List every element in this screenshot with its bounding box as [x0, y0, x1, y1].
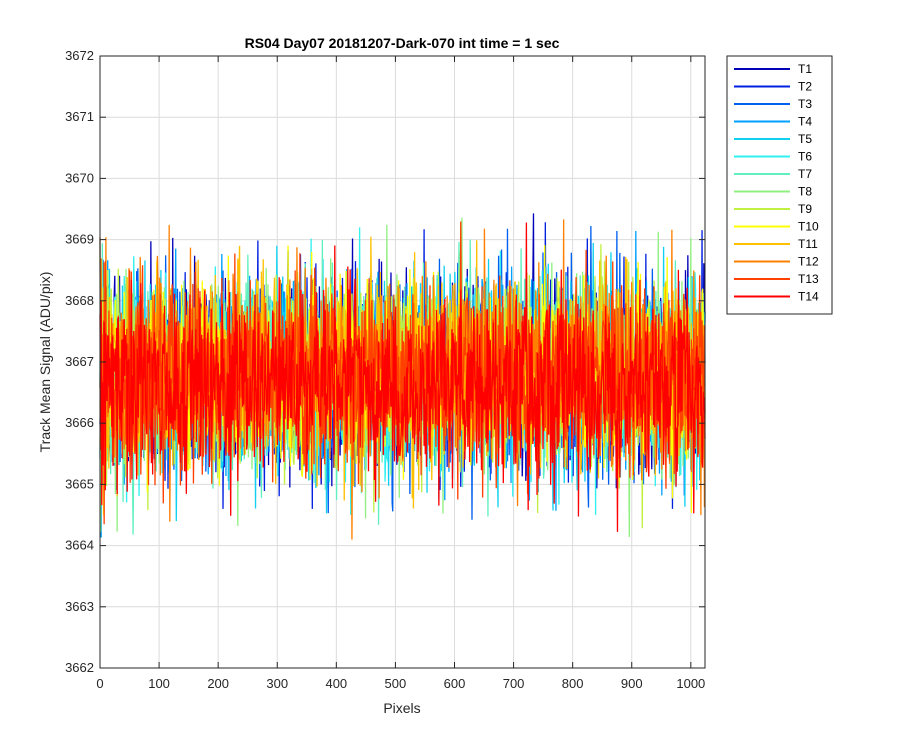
y-tick-label: 3662 — [65, 660, 94, 675]
legend-label: T14 — [798, 290, 819, 304]
legend-label: T5 — [798, 132, 812, 146]
legend-label: T6 — [798, 150, 812, 164]
y-tick-label: 3665 — [65, 476, 94, 491]
y-tick-label: 3667 — [65, 354, 94, 369]
x-tick-label: 100 — [148, 676, 170, 691]
legend-label: T11 — [798, 237, 818, 251]
axis-ticks: 0 100 200 300 400 500 600 700 800 900 1000 3662 3663… — [65, 48, 705, 691]
x-tick-label: 800 — [562, 676, 584, 691]
legend-box — [726, 55, 833, 315]
legend-label: T13 — [798, 272, 819, 286]
legend-items: T1 T2 T3 T4 T5 T6 T7 T8 T9 T10 T11 T12 T13 T14 — [734, 62, 819, 304]
x-tick-label: 600 — [444, 676, 466, 691]
legend-label: T10 — [798, 220, 819, 234]
y-tick-label: 3672 — [65, 48, 94, 63]
y-tick-label: 3670 — [65, 170, 94, 185]
legend-label: T8 — [798, 185, 812, 199]
x-tick-label: 400 — [325, 676, 347, 691]
y-tick-label: 3663 — [65, 599, 94, 614]
x-tick-label: 700 — [503, 676, 525, 691]
chart-title: RS04 Day07 20181207-Dark-070 int time = … — [245, 35, 560, 51]
y-tick-label: 3666 — [65, 415, 94, 430]
x-tick-label: 0 — [96, 676, 103, 691]
x-tick-label: 300 — [266, 676, 288, 691]
x-tick-label: 1000 — [676, 676, 705, 691]
x-tick-label: 900 — [621, 676, 643, 691]
legend-label: T12 — [798, 255, 819, 269]
x-tick-label: 200 — [207, 676, 229, 691]
x-axis-label: Pixels — [383, 700, 420, 716]
legend: T1 T2 T3 T4 T5 T6 T7 T8 T9 T10 T11 T12 T13 T14 — [726, 55, 833, 315]
legend-label: T1 — [798, 62, 812, 76]
legend-label: T4 — [798, 115, 812, 129]
legend-label: T2 — [798, 80, 812, 94]
y-tick-label: 3664 — [65, 538, 94, 553]
legend-label: T7 — [798, 167, 812, 181]
y-tick-label: 3668 — [65, 293, 94, 308]
series-line-t14 — [99, 222, 706, 532]
y-tick-label: 3671 — [65, 109, 94, 124]
series-lines — [99, 213, 706, 540]
legend-label: T9 — [798, 202, 812, 216]
y-tick-label: 3669 — [65, 232, 94, 247]
x-tick-label: 500 — [385, 676, 407, 691]
y-axis-label: Track Mean Signal (ADU/pix) — [37, 272, 53, 453]
legend-label: T3 — [798, 97, 812, 111]
